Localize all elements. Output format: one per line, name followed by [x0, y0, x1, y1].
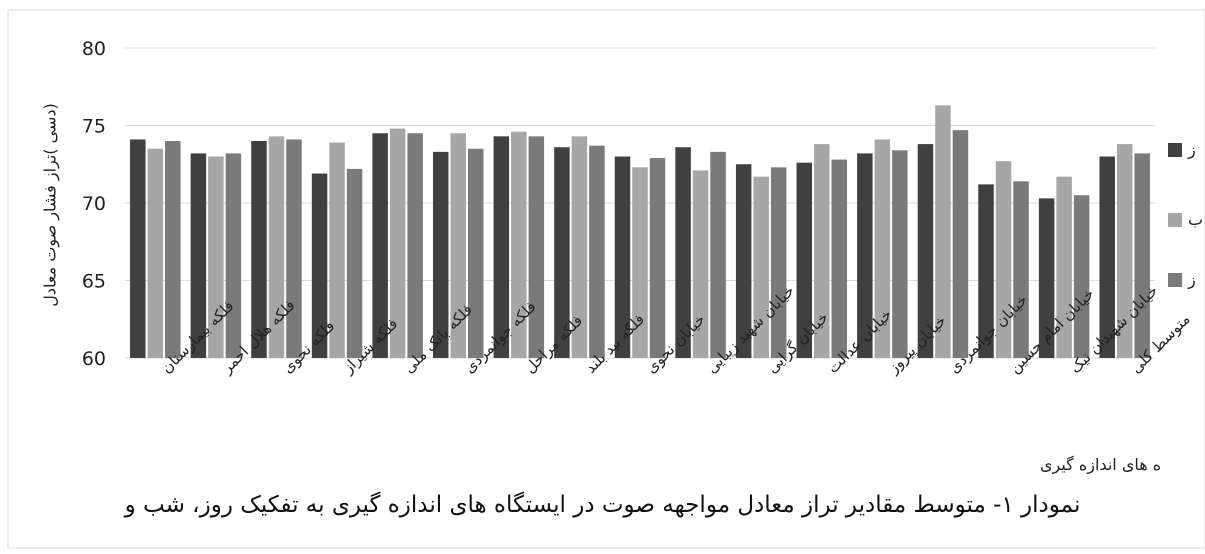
bar [1056, 176, 1072, 358]
bar [692, 170, 709, 358]
legend-item-3: ز [1168, 270, 1205, 290]
x-axis-title: ه های اندازه گیری [1040, 455, 1162, 474]
bar [735, 164, 752, 358]
bar [675, 147, 691, 358]
bar [286, 139, 302, 358]
bar [952, 130, 969, 358]
bar [935, 105, 951, 358]
bar [190, 153, 207, 358]
legend-swatch-3 [1168, 273, 1182, 287]
legend-item-2: ب [1168, 210, 1205, 230]
bar [147, 148, 164, 358]
legend-label-3: ز [1188, 270, 1196, 289]
bar [978, 184, 994, 358]
bar [589, 145, 605, 358]
bar [770, 167, 787, 358]
bar [225, 153, 242, 358]
bar [1038, 198, 1055, 358]
bar [571, 136, 588, 358]
bar [1116, 144, 1133, 358]
bar [165, 141, 181, 358]
bar [554, 147, 570, 358]
legend-swatch-1 [1168, 143, 1182, 157]
bar [632, 167, 648, 358]
legend-item-1: ز [1168, 140, 1205, 160]
bar [831, 159, 848, 358]
bar [493, 136, 510, 358]
bar [407, 133, 423, 358]
y-tick-label: 70 [82, 193, 106, 215]
bar [130, 139, 146, 358]
legend-label-2: ب [1188, 210, 1204, 229]
bar [1099, 156, 1115, 358]
y-tick-label: 60 [82, 348, 106, 370]
bar [329, 142, 345, 358]
y-axis-title: (دسی )تراز فشار صوت معادل [40, 103, 60, 307]
legend-label-1: ز [1188, 140, 1196, 159]
bar [814, 144, 830, 358]
legend-swatch-2 [1168, 213, 1182, 227]
bar [917, 144, 934, 358]
bar [251, 141, 267, 358]
bar [208, 156, 224, 358]
bar [346, 168, 363, 358]
bar [528, 136, 545, 358]
chart-border [7, 9, 1205, 549]
bars [130, 105, 1150, 358]
bar [753, 176, 769, 358]
bar [268, 136, 285, 358]
bar [710, 151, 726, 358]
bar [649, 158, 666, 358]
bar [450, 133, 466, 358]
bar [389, 128, 406, 358]
bar [995, 161, 1012, 358]
y-tick-label: 65 [82, 271, 106, 293]
bar [892, 150, 908, 358]
y-tick-label: 75 [82, 116, 106, 138]
bar [372, 133, 388, 358]
bar [614, 156, 631, 358]
bar [1134, 153, 1150, 358]
bar [1073, 195, 1090, 358]
bar [796, 162, 813, 358]
bar [511, 131, 527, 358]
bar [857, 153, 873, 358]
figure-caption: نمودار ۱- متوسط مقادیر تراز معادل مواجهه… [124, 492, 1081, 518]
y-tick-label: 80 [82, 38, 106, 60]
bar [874, 139, 891, 358]
bar [1013, 181, 1029, 358]
bar [467, 148, 484, 358]
bar [432, 151, 449, 358]
bar [311, 173, 328, 358]
y-tick-labels: 60 65 70 75 80 [82, 38, 106, 370]
